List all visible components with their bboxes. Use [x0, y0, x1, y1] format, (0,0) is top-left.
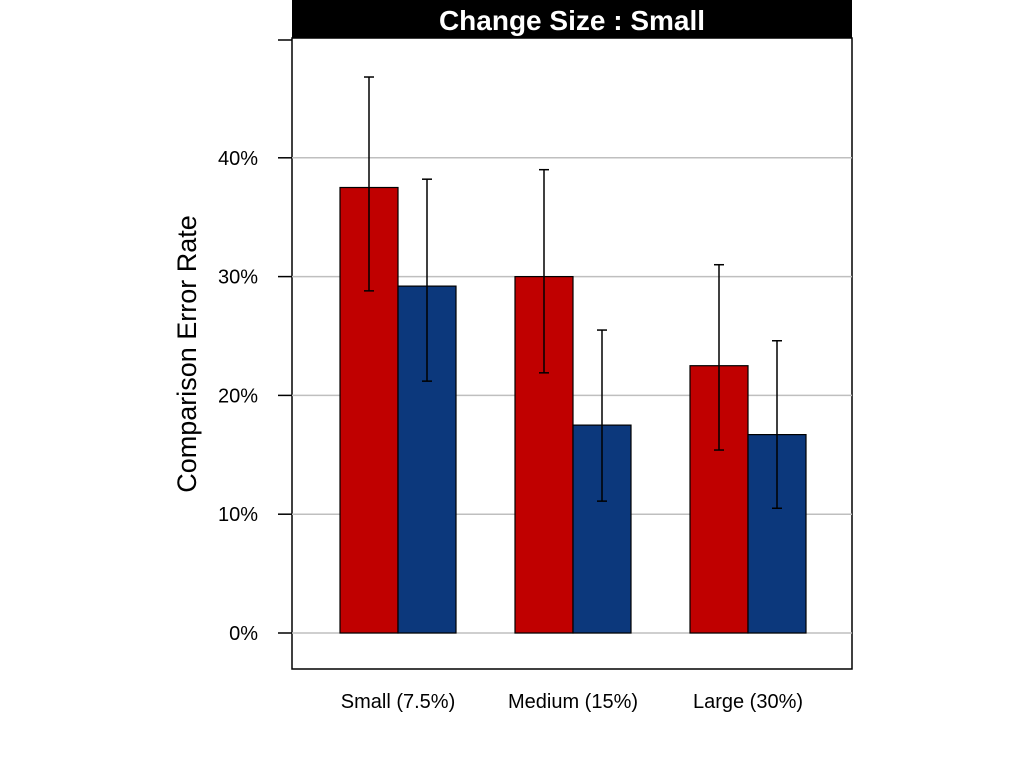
error-bar [597, 329, 607, 502]
title-background [292, 0, 852, 38]
chart-title: Change Size : Small [439, 5, 705, 36]
y-tick-label: 40% [218, 148, 258, 170]
error-bar [539, 168, 549, 374]
error-bar [364, 76, 374, 292]
x-tick-label: Medium (15%) [508, 691, 638, 713]
y-axis-ticks: 0% 10% 20% 30% 40% [218, 39, 292, 645]
error-bar [422, 178, 432, 382]
plot-frame [291, 37, 853, 670]
x-tick-label: Large (30%) [693, 691, 803, 713]
y-tick-label: 0% [229, 623, 258, 645]
error-bars [364, 76, 782, 510]
error-bar [772, 340, 782, 510]
y-tick-label: 20% [218, 385, 258, 407]
y-tick-label: 10% [218, 504, 258, 526]
x-tick-label: Small (7.5%) [341, 691, 455, 713]
y-tick-label: 30% [218, 267, 258, 289]
title-strip: Change Size : Small [292, 0, 852, 38]
x-axis-tick-labels: Small (7.5%) Medium (15%) Large (30%) [341, 691, 803, 713]
error-bar [714, 263, 724, 451]
y-axis-label: Comparison Error Rate [172, 215, 202, 493]
bars [339, 186, 807, 634]
